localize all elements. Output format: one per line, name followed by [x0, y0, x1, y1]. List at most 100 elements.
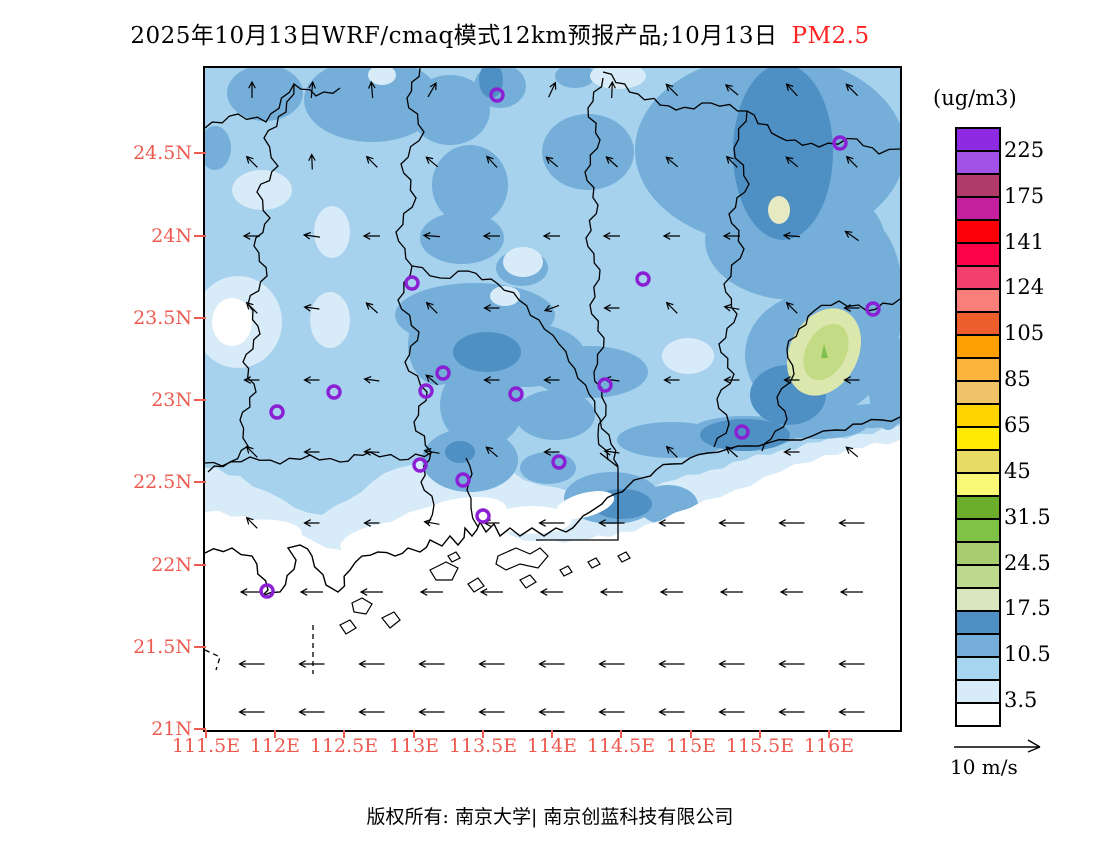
contour-blob	[420, 212, 504, 264]
wind-arrow	[486, 155, 498, 168]
colorbar-unit-label: (ug/m3)	[933, 86, 1017, 110]
wind-arrow	[782, 232, 801, 240]
colorbar-cell	[957, 704, 999, 725]
wind-arrow	[425, 156, 439, 168]
wind-arrow	[838, 519, 865, 527]
lon-axis-tick	[759, 730, 761, 738]
lon-axis-label: 115.5E	[725, 735, 795, 757]
city-marker	[455, 472, 471, 488]
contour-blob	[304, 68, 440, 142]
island	[467, 577, 485, 593]
province-boundary	[395, 68, 435, 525]
wind-arrow	[358, 708, 385, 716]
colorbar-cell	[957, 152, 999, 175]
wind-arrow	[423, 518, 440, 527]
wind-arrow	[785, 301, 798, 314]
lon-axis-tick	[620, 730, 622, 738]
lat-axis-tick	[194, 564, 206, 566]
wind-arrow	[843, 304, 860, 312]
contour-blob	[445, 441, 475, 463]
colorbar-scale-label: 85	[1004, 367, 1031, 392]
wind-arrow	[245, 445, 258, 458]
island	[351, 597, 373, 615]
contour-blob	[314, 206, 350, 258]
province-boundary	[205, 83, 341, 129]
lat-axis-tick	[194, 399, 206, 401]
wind-arrow	[722, 232, 740, 240]
wind-arrow	[665, 445, 678, 458]
wind-arrow	[844, 230, 859, 242]
city-marker	[418, 383, 434, 399]
wind-arrow	[308, 80, 316, 99]
colorbar-cell	[957, 566, 999, 589]
wind-arrow	[419, 588, 443, 596]
contour-blob	[542, 114, 634, 190]
lat-axis-label: 24N	[151, 225, 192, 247]
wind-arrow	[303, 376, 320, 384]
colorbar-cell	[957, 497, 999, 520]
lon-axis-tick	[828, 730, 830, 738]
wind-arrow	[422, 232, 441, 240]
title-pollutant-label: PM2.5	[791, 23, 870, 49]
island	[519, 574, 537, 589]
colorbar-cell	[957, 336, 999, 359]
wind-arrow	[603, 448, 620, 456]
wind-arrow	[845, 155, 858, 168]
wind-arrow	[538, 708, 565, 716]
wind-arrow	[538, 660, 565, 668]
wind-arrow	[665, 156, 679, 168]
wind-arrow	[718, 708, 745, 716]
city-marker	[326, 384, 342, 400]
copyright-text: 版权所有: 南京大学| 南京创蓝科技有限公司	[366, 806, 734, 828]
contour-blob	[212, 298, 252, 346]
province-boundary	[761, 298, 900, 452]
lon-axis-label: 112.5E	[309, 735, 379, 757]
province-boundary	[713, 110, 750, 448]
wind-arrow	[605, 156, 618, 168]
wind-arrow	[425, 301, 438, 314]
contour-blob	[662, 338, 714, 374]
wind-arrow	[423, 447, 440, 456]
contour-blob	[205, 126, 231, 170]
wind-arrow	[363, 519, 380, 527]
wind-arrow	[427, 81, 437, 98]
wind-arrow	[543, 448, 560, 456]
wind-arrow	[545, 156, 559, 168]
wind-arrow	[418, 660, 445, 668]
wind-arrow	[425, 374, 439, 386]
wind-arrow	[365, 155, 378, 168]
contour-blob	[590, 68, 646, 89]
lon-axis-tick	[413, 730, 415, 738]
wind-arrow	[658, 660, 685, 668]
contour-blob	[492, 506, 572, 534]
wind-arrow	[783, 448, 800, 456]
wind-arrow	[658, 708, 685, 716]
lon-axis-label: 114.5E	[586, 735, 656, 757]
lon-axis-tick	[205, 730, 207, 738]
colorbar-cell	[957, 221, 999, 244]
colorbar-cell	[957, 543, 999, 566]
lat-axis-tick	[194, 646, 206, 648]
wind-arrow	[248, 80, 256, 98]
city-marker	[508, 386, 524, 402]
contour-blob	[408, 305, 468, 385]
wind-arrow	[308, 153, 316, 170]
wind-reference-legend: 10 m/s	[948, 733, 1058, 785]
lon-axis-label: 115E	[665, 735, 717, 757]
wind-arrow	[242, 232, 260, 240]
wind-arrow	[598, 519, 625, 527]
wind-arrow	[363, 376, 380, 384]
colorbar-cell	[957, 175, 999, 198]
wind-arrow	[302, 231, 320, 240]
title-text: 2025年10月13日WRF/cmaq模式12km预报产品;10月13日	[130, 23, 778, 49]
lon-axis-label: 112E	[249, 735, 301, 757]
city-marker	[832, 135, 848, 151]
colorbar-cell	[957, 313, 999, 336]
lat-axis-tick	[194, 152, 206, 154]
wind-arrow	[718, 519, 745, 527]
colorbar-cell	[957, 244, 999, 267]
colorbar-scale-label: 124	[1004, 275, 1045, 300]
island	[587, 557, 601, 569]
wind-arrow	[663, 376, 680, 384]
wind-arrow	[359, 588, 383, 596]
